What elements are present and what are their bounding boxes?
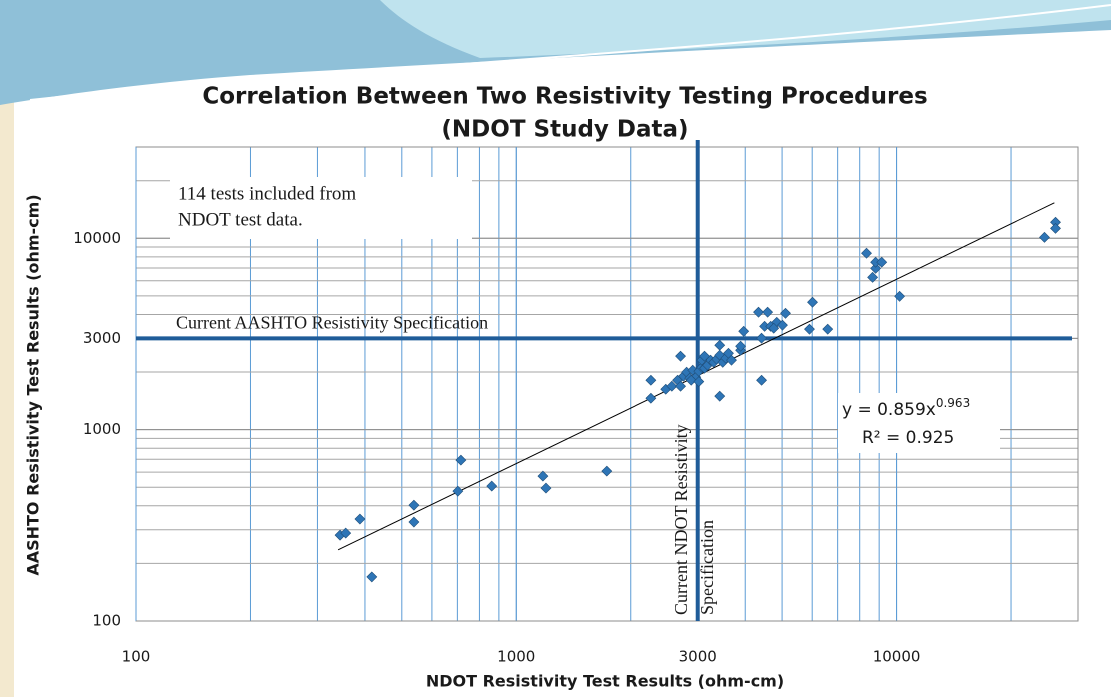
x-tick-label: 10000: [873, 648, 921, 666]
annotation: 114 tests included from: [178, 183, 356, 204]
y-tick-label: 1000: [83, 420, 121, 438]
x-axis-label: NDOT Resistivity Test Results (ohm-cm): [426, 672, 784, 691]
chart-title: Correlation Between Two Resistivity Test…: [202, 84, 927, 110]
page: {"chart_data": { "type": "scatter", "tit…: [0, 0, 1111, 697]
reference-label: Current NDOT Resistivity: [671, 424, 691, 615]
y-tick-label: 3000: [83, 329, 121, 347]
reference-label: Specification: [697, 520, 717, 615]
chart: Correlation Between Two Resistivity Test…: [0, 0, 1111, 697]
x-tick-label: 3000: [679, 648, 717, 666]
y-axis-label: AASHTO Resistivity Test Results (ohm-cm): [24, 194, 43, 575]
reference-label: Current AASHTO Resistivity Specification: [176, 312, 488, 332]
annotation: NDOT test data.: [178, 209, 303, 230]
equation-exponent: 0.963: [936, 396, 970, 410]
chart-title: (NDOT Study Data): [441, 117, 688, 143]
x-tick-label: 100: [122, 648, 151, 666]
x-tick-label: 1000: [497, 648, 535, 666]
y-tick-label: 10000: [73, 229, 121, 247]
equation-text: y = 0.859x: [842, 400, 936, 420]
y-tick-label: 100: [92, 612, 121, 630]
r-squared: R² = 0.925: [862, 428, 954, 448]
